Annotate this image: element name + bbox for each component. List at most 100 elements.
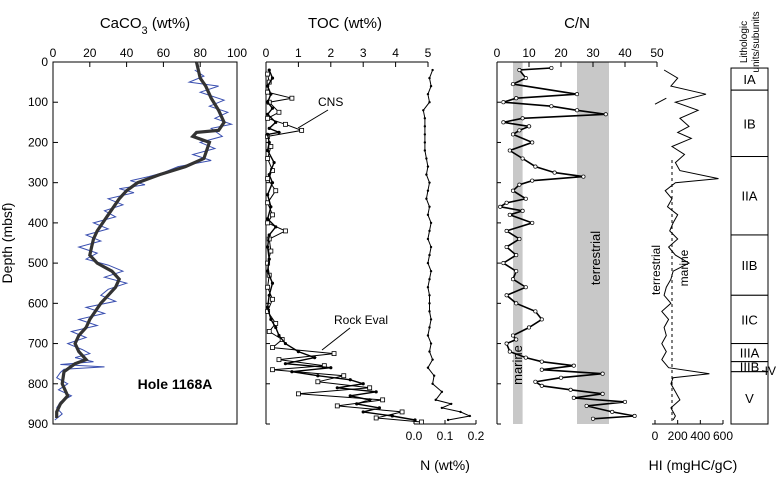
cns-point: [277, 333, 281, 338]
cn-point: [530, 220, 535, 225]
n-x-tick-label: 0.0: [406, 429, 423, 443]
cns-point: [368, 398, 372, 402]
nitrogen-point: [428, 326, 431, 329]
unit-label-IIIA: IIIA: [740, 346, 760, 361]
cn-x-tick-label: 20: [554, 46, 568, 60]
depth-tick-label: 800: [28, 377, 48, 391]
rock-eval-point: [273, 188, 279, 194]
cn-point: [514, 96, 519, 101]
units-title-line1: Lithologic: [739, 21, 750, 63]
cn-point: [622, 399, 628, 404]
cn-point: [523, 355, 528, 360]
cns-point: [266, 148, 270, 153]
cn-point: [552, 170, 557, 175]
cns-point: [274, 225, 278, 229]
toc-x-tick-label: 4: [392, 46, 399, 60]
nitrogen-point: [428, 205, 431, 208]
cn-point: [533, 164, 538, 169]
cn-point: [514, 269, 519, 274]
cn-point: [632, 413, 637, 419]
rock-eval-point: [265, 71, 271, 77]
depth-tick-label: 0: [41, 55, 48, 69]
nitrogen-point: [432, 374, 436, 377]
cns-point: [270, 181, 275, 185]
nitrogen-point: [429, 318, 433, 321]
cns-point: [267, 257, 271, 261]
rock-eval-line: [266, 74, 422, 423]
nitrogen-point: [426, 261, 430, 265]
hi-axis-label: HI (mgHC/gC): [649, 457, 738, 473]
nitrogen-point: [428, 101, 431, 104]
rock-eval-point: [265, 176, 271, 182]
rock-eval-point: [270, 367, 275, 373]
cns-point: [266, 132, 270, 136]
caco3-panel-frame: [52, 61, 238, 425]
cns-point: [283, 341, 288, 346]
cns-point: [413, 418, 417, 422]
depth-tick-label: 900: [28, 417, 48, 431]
nitrogen-point: [428, 294, 431, 297]
rock-eval-point: [331, 351, 337, 357]
unit-label-IIC: IIC: [741, 312, 758, 327]
nitrogen-point: [446, 418, 450, 422]
cn-x-tick-label: 50: [650, 46, 664, 60]
n-x-tick-label: 0.1: [437, 429, 454, 443]
cn-point: [510, 188, 516, 193]
nitrogen-point: [434, 398, 437, 402]
toc-x-tick-label: 2: [327, 46, 334, 60]
cns-line: [266, 69, 416, 421]
cn-point: [533, 379, 538, 384]
nitrogen-point: [425, 197, 428, 200]
cns-point: [270, 106, 275, 110]
unit-label-IB: IB: [743, 116, 755, 131]
rock-eval-point: [341, 373, 347, 379]
nitrogen-point: [423, 149, 427, 152]
cn-point: [539, 367, 544, 372]
cn-point: [517, 67, 522, 73]
unit-label-IA: IA: [743, 72, 756, 87]
cn-point: [507, 349, 512, 354]
cns-point: [266, 193, 270, 197]
rock-eval-point: [268, 144, 274, 149]
cns-point: [267, 126, 271, 130]
cns-point: [348, 378, 352, 382]
cns-point: [269, 92, 273, 96]
cns-point: [267, 293, 271, 297]
nitrogen-point: [426, 334, 430, 337]
caco3-x-tick-label: 0: [50, 46, 57, 60]
rock-eval-point: [283, 228, 288, 234]
cn-point: [523, 196, 528, 201]
cns-point: [269, 317, 273, 322]
unit-box-IIB: [730, 234, 769, 296]
rock-eval-point: [419, 419, 424, 425]
nitrogen-point: [426, 189, 430, 192]
depth-tick-label: 100: [28, 95, 48, 109]
cns-point: [270, 76, 275, 80]
depth-tick-label: 600: [28, 296, 48, 310]
cn-point: [581, 174, 586, 179]
nitrogen-point: [428, 253, 431, 257]
cn-point: [584, 403, 589, 408]
rock-eval-point: [289, 95, 295, 101]
cn-point: [600, 371, 605, 376]
cn-x-tick-label: 0: [494, 46, 501, 60]
hi-terrestrial-label: terrestrial: [649, 245, 663, 295]
nitrogen-point: [428, 302, 431, 305]
units-title-line2: units/subunits: [751, 11, 762, 72]
depth-tick-label: 700: [28, 337, 48, 351]
nitrogen-point: [428, 278, 431, 281]
nitrogen-point: [429, 269, 433, 273]
cns-point: [267, 68, 271, 72]
unit-iv-leader: [761, 370, 769, 373]
n-x-tick-label: 0.2: [468, 429, 485, 443]
unit-label-iv: IV: [765, 364, 776, 378]
cns-point: [361, 410, 365, 414]
n-axis-label: N (wt%): [420, 457, 470, 473]
cns-leader: [297, 109, 329, 129]
nitrogen-point: [429, 221, 433, 225]
rock-eval-point: [265, 220, 271, 226]
cns-point: [290, 370, 294, 374]
caco3-x-tick-label: 100: [227, 46, 247, 60]
terrestrial-band-label: terrestrial: [588, 231, 603, 285]
